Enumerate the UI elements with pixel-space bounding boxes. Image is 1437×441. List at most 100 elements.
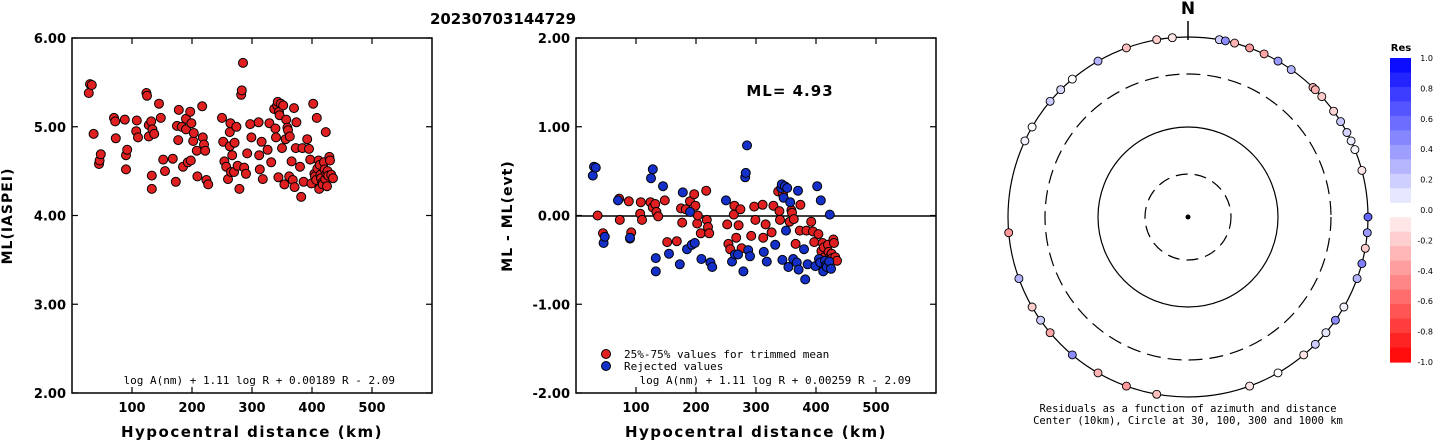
data-point <box>122 144 133 155</box>
data-point <box>813 229 824 240</box>
residual-point <box>1045 328 1055 338</box>
residual-point <box>1357 165 1367 175</box>
data-point <box>227 150 238 161</box>
residual-point <box>1020 136 1030 146</box>
legend-marker-trimmed <box>601 349 611 359</box>
colorbar-swatch <box>1390 217 1411 233</box>
data-point <box>721 195 731 206</box>
data-point <box>749 201 760 212</box>
data-point <box>289 182 300 193</box>
data-point <box>273 172 284 183</box>
data-point <box>110 116 121 127</box>
x-tick-label: 300 <box>742 401 769 416</box>
y-tick-label: 4.00 <box>34 210 66 225</box>
data-point <box>289 103 299 114</box>
figure-title: 20230703144729 <box>430 10 576 28</box>
data-point <box>238 57 248 68</box>
data-point <box>236 85 247 96</box>
residual-point <box>1321 328 1331 338</box>
data-point <box>690 200 701 211</box>
residual-point <box>1004 228 1014 238</box>
panel-ml-residual: 2.00 1.00 0.00 -1.00 -2.00 100 200 300 400 500 M… <box>500 32 937 441</box>
x-axis-label: Hypocentral distance (km) <box>121 423 383 441</box>
colorbar-tick-label: 0.2 <box>1420 176 1433 185</box>
data-point <box>758 246 769 257</box>
colorbar-swatch <box>1390 115 1411 131</box>
colorbar-tick-label: -0.2 <box>1417 236 1433 245</box>
plot-frame <box>71 37 433 394</box>
residual-point <box>1093 368 1103 378</box>
data-point <box>234 183 245 194</box>
residual-point <box>1152 389 1162 399</box>
data-point <box>167 153 178 164</box>
colorbar-swatch <box>1390 347 1411 363</box>
x-tick-label: 100 <box>118 401 145 416</box>
data-point <box>320 127 331 138</box>
colorbar-swatch <box>1390 173 1411 189</box>
data-point <box>826 263 836 274</box>
colorbar-tick-label: 0.4 <box>1420 145 1433 154</box>
residual-point <box>1357 259 1367 269</box>
residual-point <box>1259 49 1269 59</box>
caption-line-1: Residuals as a function of azimuth and d… <box>1039 403 1336 415</box>
data-point <box>328 173 338 184</box>
data-point <box>271 132 281 143</box>
data-point <box>254 150 265 161</box>
data-point <box>95 149 106 160</box>
data-point <box>613 195 623 206</box>
residual-point <box>1310 85 1320 95</box>
colorbar-swatch <box>1390 275 1411 291</box>
data-point <box>192 171 203 182</box>
colorbar-title: Res <box>1391 43 1411 54</box>
data-point <box>241 168 251 179</box>
colorbar-swatch <box>1390 202 1411 218</box>
x-tick-label: 100 <box>622 401 649 416</box>
panel-ml-iaspei: 6.00 5.00 4.00 3.00 2.00 100 200 300 400 500 log… <box>0 32 433 441</box>
residual-point <box>1230 38 1240 48</box>
residual-point <box>1121 381 1131 391</box>
data-point <box>689 189 700 200</box>
data-point <box>278 100 289 111</box>
data-point <box>311 112 322 123</box>
data-point <box>770 239 781 250</box>
ring-300km <box>1044 73 1332 361</box>
colorbar-swatch <box>1390 246 1411 262</box>
colorbar-tick-label: -1.0 <box>1417 358 1433 367</box>
tick-marks <box>576 37 936 394</box>
y-tick-label: 2.00 <box>34 387 66 402</box>
data-point <box>766 227 777 238</box>
residual-point <box>1310 339 1320 349</box>
data-point <box>203 179 214 190</box>
data-point <box>677 217 688 228</box>
colorbar-swatch <box>1390 87 1411 103</box>
data-point <box>722 219 733 230</box>
residual-point <box>1067 350 1077 360</box>
data-point <box>242 148 253 159</box>
data-point <box>266 157 277 168</box>
residual-point <box>1067 74 1077 84</box>
x-tick-labels: 100 200 300 400 500 <box>118 401 385 416</box>
data-point <box>277 143 287 154</box>
data-point <box>308 98 319 109</box>
data-point <box>671 236 682 247</box>
x-axis-label: Hypocentral distance (km) <box>625 423 887 441</box>
data-point <box>731 232 742 243</box>
data-point <box>246 132 257 143</box>
y-tick-label: 3.00 <box>34 298 66 313</box>
data-point <box>200 145 211 156</box>
residual-point <box>1273 368 1283 378</box>
colorbar-swatch <box>1390 159 1411 175</box>
data-point <box>650 266 661 277</box>
residual-point <box>1342 128 1352 137</box>
data-point <box>774 206 785 217</box>
colorbar-tick-label: 0.0 <box>1420 206 1433 215</box>
data-point <box>793 185 803 196</box>
data-point <box>121 164 131 175</box>
data-point <box>646 173 656 184</box>
y-axis-label: ML - ML(evt) <box>500 160 516 271</box>
data-point <box>160 166 170 177</box>
residual-point <box>1360 243 1370 253</box>
colorbar-swatch <box>1390 231 1411 247</box>
colorbar-tick-label: -0.8 <box>1417 328 1433 337</box>
